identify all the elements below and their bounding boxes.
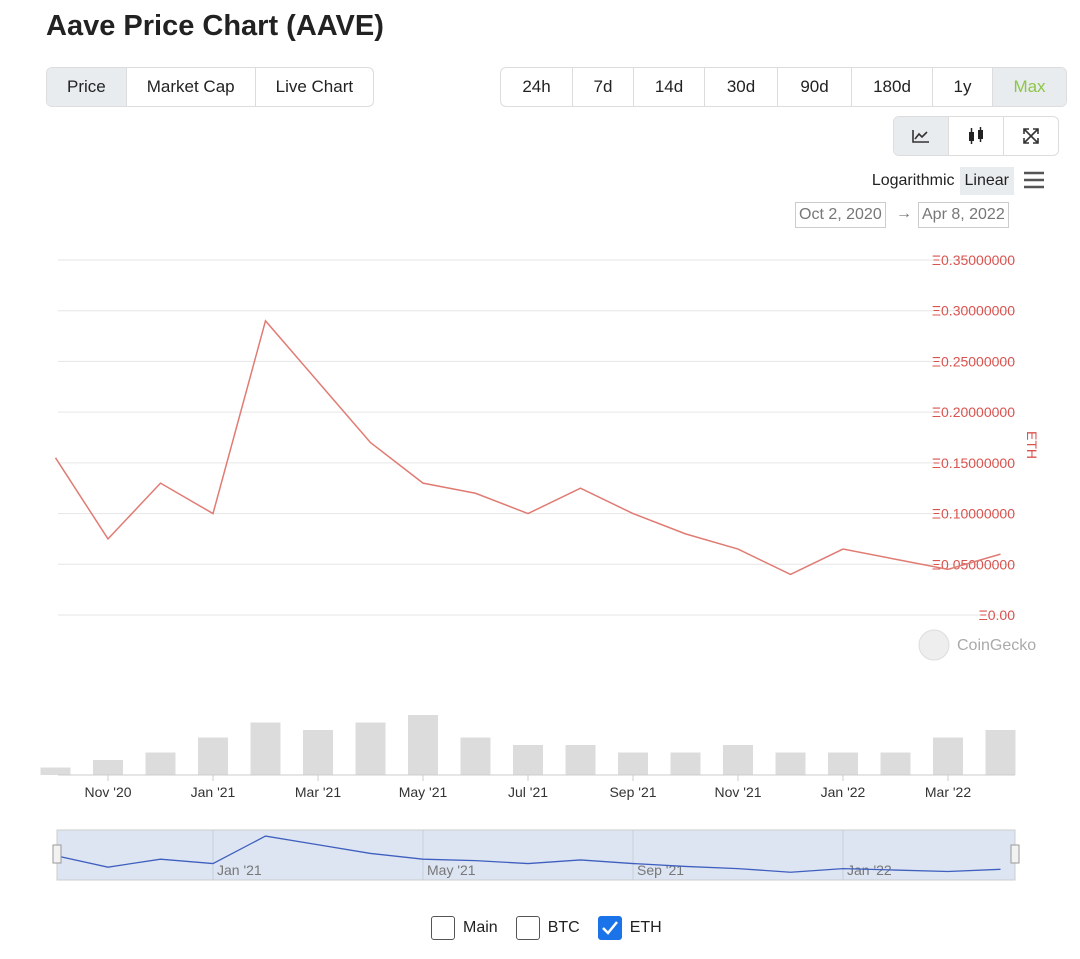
volume-bar	[250, 722, 281, 775]
checkbox-box[interactable]	[431, 916, 455, 940]
checkbox[interactable]: Main	[431, 916, 498, 940]
navigator-line	[55, 835, 1001, 873]
volume-bar	[355, 722, 386, 775]
range-button[interactable]: Max	[993, 68, 1066, 106]
volume-bar	[303, 730, 333, 775]
x-tick-label: May '21	[399, 784, 448, 800]
navigator-label: May '21	[427, 862, 476, 878]
volume-bar	[565, 745, 596, 775]
expand-icon	[1023, 128, 1039, 144]
line-mode-button[interactable]	[894, 117, 949, 155]
range-button[interactable]: 7d	[573, 68, 634, 106]
range-button[interactable]: 180d	[852, 68, 933, 106]
volume-bar	[828, 752, 858, 775]
range-button[interactable]: 30d	[705, 68, 778, 106]
menu-icon[interactable]	[1024, 171, 1044, 189]
volume-bar	[933, 737, 963, 775]
y-axis-label: ETH	[1024, 431, 1040, 459]
navigator-handle	[52, 844, 62, 864]
volume-bar	[145, 752, 176, 775]
chart: CoinGecko Ξ0.00 Ξ0.05000000 Ξ0.10000000 Ξ0.…	[40, 252, 1040, 881]
x-tick-label: Nov '21	[714, 784, 761, 800]
x-tick-label: Nov '20	[84, 784, 131, 800]
y-tick-label: Ξ0.20000000	[932, 404, 1015, 420]
volume-bar	[93, 760, 123, 775]
checkbox[interactable]: BTC	[515, 916, 580, 940]
page-title: Aave Price Chart (AAVE)	[46, 10, 384, 42]
x-tick-label: Mar '22	[925, 784, 971, 800]
candle-mode-button[interactable]	[949, 117, 1004, 155]
range-button[interactable]: 1y	[933, 68, 993, 106]
y-tick-label: Ξ0.00	[979, 607, 1016, 623]
scale-option[interactable]: Linear	[959, 167, 1014, 195]
y-tick-label: Ξ0.15000000	[932, 455, 1015, 471]
checkbox-box[interactable]	[597, 916, 622, 940]
volume-bar	[985, 730, 1016, 775]
fullscreen-button[interactable]	[1004, 117, 1058, 155]
watermark: CoinGecko	[918, 629, 1036, 661]
line-icon	[912, 130, 929, 143]
x-tick-label: Sep '21	[609, 784, 656, 800]
y-tick-label: Ξ0.05000000	[932, 556, 1015, 572]
volume-bar	[723, 745, 753, 775]
tab-group: Price Market Cap Live Chart	[46, 67, 375, 107]
check-mark	[601, 921, 618, 935]
date-to[interactable]: Apr 8, 2022	[918, 202, 1009, 228]
y-tick-label: Ξ0.10000000	[932, 506, 1015, 522]
volume-bar	[670, 752, 701, 775]
tab[interactable]: Live Chart	[275, 77, 354, 96]
range-button[interactable]: 90d	[778, 68, 852, 106]
range-button[interactable]: 24h	[501, 68, 573, 106]
navigator-handle	[1010, 844, 1020, 864]
x-tick-label: Jan '22	[821, 784, 866, 800]
navigator[interactable]	[56, 829, 1016, 881]
checkbox-label: Main	[463, 919, 498, 936]
volume-bar	[618, 752, 648, 775]
range-button[interactable]: 14d	[634, 68, 705, 106]
candle-icon	[969, 127, 983, 144]
volume-bar	[460, 737, 491, 775]
tab[interactable]: Market Cap	[127, 68, 256, 106]
checkbox-box[interactable]	[515, 916, 540, 940]
x-tick-label: Jul '21	[508, 784, 548, 800]
date-from[interactable]: Oct 2, 2020	[795, 202, 886, 228]
volume-bar	[880, 752, 911, 775]
checkbox-label: ETH	[629, 919, 662, 936]
checkbox[interactable]: ETH	[597, 916, 662, 940]
scale-option[interactable]: Logarithmic	[871, 172, 955, 189]
x-tick-label: Mar '21	[295, 784, 341, 800]
price-line	[54, 319, 1001, 576]
volume-bar	[513, 745, 543, 775]
y-tick-label: Ξ0.30000000	[932, 303, 1015, 319]
scale-toggle: Logarithmic Linear	[867, 167, 1014, 195]
chart-mode-group	[893, 116, 1059, 156]
checkbox-label: BTC	[547, 919, 580, 936]
volume-bar	[408, 715, 438, 775]
range-group: 24h 7d 14d 30d 90d 180d 1y Max	[500, 67, 1067, 107]
volume-bar	[775, 752, 806, 775]
volume-bar	[40, 767, 71, 775]
tab[interactable]: Price	[47, 68, 127, 106]
volume-bar	[198, 737, 228, 775]
watermark-text: CoinGecko	[957, 637, 1036, 654]
y-tick-label: Ξ0.25000000	[932, 353, 1015, 369]
navigator-label: Jan '21	[217, 862, 262, 878]
x-tick-label: Jan '21	[191, 784, 236, 800]
navigator-label: Jan '22	[847, 862, 892, 878]
series-toggles: Main BTC ETH	[431, 916, 680, 940]
y-tick-label: Ξ0.35000000	[932, 252, 1015, 268]
arrow: →	[896, 205, 912, 222]
